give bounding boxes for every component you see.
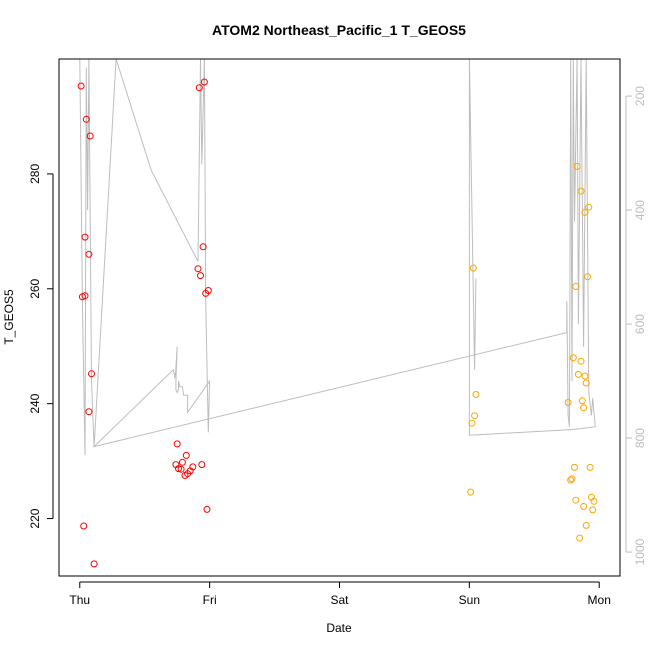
data-point-series-1 bbox=[182, 451, 190, 459]
data-point-series-2 bbox=[469, 264, 477, 272]
data-point-series-1 bbox=[86, 132, 94, 140]
y-tick-label: 220 bbox=[28, 508, 42, 528]
data-point-series-2 bbox=[581, 372, 589, 380]
x-tick-label: Sun bbox=[459, 593, 480, 607]
data-point-series-2 bbox=[572, 283, 580, 290]
data-point-series-2 bbox=[572, 496, 580, 504]
data-point-series-1 bbox=[173, 440, 181, 448]
data-point-series-1 bbox=[198, 461, 206, 469]
right-tick-label: 600 bbox=[633, 314, 647, 334]
right-tick-label: 200 bbox=[633, 86, 647, 106]
x-tick-label: Sat bbox=[330, 593, 349, 607]
data-point-series-2 bbox=[573, 162, 581, 170]
data-point-series-2 bbox=[567, 476, 575, 484]
x-tick-label: Fri bbox=[203, 593, 217, 607]
y-tick-label: 280 bbox=[28, 164, 42, 184]
data-point-series-1 bbox=[200, 78, 208, 86]
data-point-series-1 bbox=[80, 522, 88, 530]
data-point-series-1 bbox=[194, 265, 202, 273]
data-point-series-2 bbox=[574, 370, 582, 378]
data-point-series-1 bbox=[81, 292, 89, 300]
x-tick-label: Mon bbox=[588, 593, 611, 607]
data-point-series-1 bbox=[77, 82, 85, 90]
data-point-series-1 bbox=[197, 272, 204, 280]
data-point-series-2 bbox=[471, 412, 479, 420]
data-point-series-2 bbox=[577, 187, 585, 195]
data-point-series-1 bbox=[90, 560, 98, 568]
data-point-series-2 bbox=[581, 208, 589, 216]
data-point-series-2 bbox=[467, 488, 475, 496]
data-point-series-2 bbox=[584, 273, 591, 281]
x-tick-label: Thu bbox=[69, 593, 90, 607]
data-point-series-1 bbox=[189, 463, 197, 471]
data-point-series-1 bbox=[177, 465, 185, 473]
chart-title: ATOM2 Northeast_Pacific_1 T_GEOS5 bbox=[212, 22, 466, 38]
y-tick-label: 240 bbox=[28, 393, 42, 413]
data-point-series-1 bbox=[85, 408, 93, 416]
data-point-series-2 bbox=[580, 503, 588, 510]
plot-area: Thu Fri Sat Sun Mon 220 240 260 280 200 400 600 800 1… bbox=[28, 58, 647, 607]
data-point-series-2 bbox=[578, 397, 586, 405]
data-point-series-2 bbox=[576, 534, 584, 542]
x-axis-label: Date bbox=[326, 621, 352, 635]
data-point-series-1 bbox=[85, 250, 93, 258]
data-point-series-2 bbox=[571, 463, 578, 471]
data-point-series-2 bbox=[577, 357, 585, 365]
right-tick-label: 1000 bbox=[633, 538, 647, 565]
right-tick-label: 400 bbox=[633, 200, 647, 220]
data-point-series-1 bbox=[175, 465, 182, 473]
data-point-series-2 bbox=[582, 521, 590, 529]
plot-frame bbox=[58, 58, 621, 577]
data-point-series-1 bbox=[195, 84, 203, 92]
data-point-series-1 bbox=[82, 115, 90, 123]
data-point-series-2 bbox=[564, 399, 572, 406]
data-point-series-2 bbox=[589, 506, 597, 514]
data-point-series-1 bbox=[88, 370, 95, 378]
data-point-series-2 bbox=[468, 419, 476, 427]
data-point-series-2 bbox=[585, 203, 593, 211]
y-axis-label: T_GEOS5 bbox=[2, 289, 16, 345]
profile-line bbox=[79, 58, 596, 456]
data-point-series-1 bbox=[178, 458, 186, 466]
data-point-series-1 bbox=[204, 287, 212, 294]
data-point-series-2 bbox=[582, 379, 590, 387]
data-point-series-1 bbox=[199, 243, 207, 251]
data-point-series-2 bbox=[586, 463, 594, 471]
data-point-series-2 bbox=[472, 391, 480, 398]
data-point-series-2 bbox=[590, 497, 598, 505]
y-tick-label: 260 bbox=[28, 278, 42, 298]
data-point-series-2 bbox=[568, 475, 576, 483]
data-point-series-1 bbox=[203, 505, 211, 513]
right-tick-label: 800 bbox=[633, 428, 647, 448]
data-point-series-2 bbox=[569, 354, 577, 362]
data-point-series-2 bbox=[580, 404, 588, 412]
data-point-series-1 bbox=[81, 233, 89, 241]
